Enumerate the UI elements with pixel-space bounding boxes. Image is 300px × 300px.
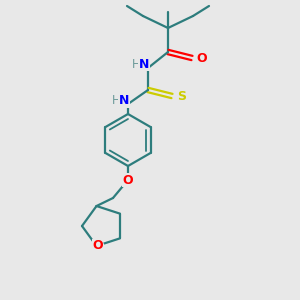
Text: S: S xyxy=(178,89,187,103)
Text: O: O xyxy=(92,239,103,253)
Text: H: H xyxy=(112,94,120,107)
Text: N: N xyxy=(119,94,129,107)
Text: O: O xyxy=(197,52,207,64)
Text: H: H xyxy=(132,58,140,70)
Text: N: N xyxy=(139,58,149,70)
Text: O: O xyxy=(123,173,133,187)
